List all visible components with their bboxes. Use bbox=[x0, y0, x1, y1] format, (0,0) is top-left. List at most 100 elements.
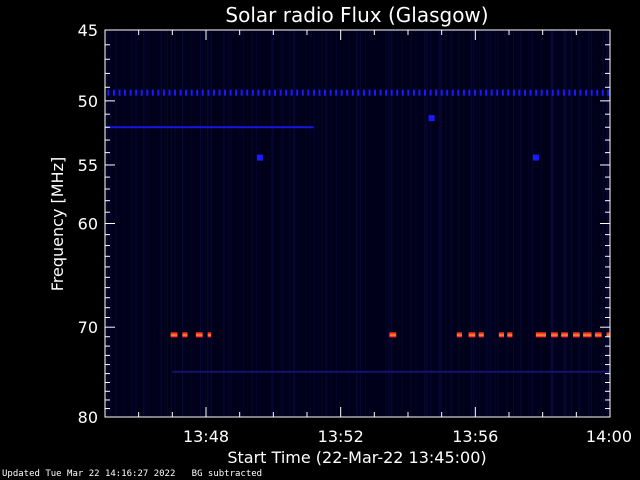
y-axis: 45 50 55 60 70 80 bbox=[78, 21, 610, 427]
dotted-band-mark bbox=[201, 89, 204, 96]
dotted-band-mark bbox=[579, 89, 582, 96]
noise-streak bbox=[135, 30, 137, 417]
dotted-band-mark bbox=[585, 89, 588, 96]
burst-core bbox=[507, 334, 513, 336]
noise-streak bbox=[470, 30, 472, 417]
blob-mark bbox=[532, 154, 539, 161]
noise-streak bbox=[568, 30, 570, 417]
noise-streak bbox=[512, 30, 514, 417]
noise-streak bbox=[272, 30, 273, 417]
dotted-band-mark bbox=[412, 89, 415, 96]
dotted-band-mark bbox=[457, 89, 460, 96]
noise-streak bbox=[223, 30, 225, 417]
dotted-band-mark bbox=[446, 89, 449, 96]
noise-streak bbox=[551, 30, 552, 417]
y-tick-label: 70 bbox=[78, 318, 98, 337]
noise-streak bbox=[562, 30, 564, 417]
noise-streak bbox=[272, 30, 274, 417]
noise-streak bbox=[167, 30, 168, 417]
dotted-band-mark bbox=[535, 89, 538, 96]
noise-streak bbox=[484, 30, 486, 417]
noise-streak bbox=[134, 30, 136, 417]
dotted-band-mark bbox=[490, 89, 493, 96]
dotted-band-mark bbox=[190, 89, 193, 96]
burst-core bbox=[195, 334, 203, 336]
y-axis-label: Frequency [MHz] bbox=[48, 157, 67, 291]
dotted-band-mark bbox=[257, 89, 260, 96]
dotted-band-mark bbox=[324, 89, 326, 96]
burst-core bbox=[498, 334, 504, 336]
noise-streak bbox=[391, 30, 393, 417]
dotted-band-mark bbox=[118, 89, 121, 96]
dotted-band-mark bbox=[551, 89, 554, 96]
noise-streak bbox=[123, 30, 125, 417]
dotted-band-mark bbox=[351, 89, 354, 96]
dotted-band-mark bbox=[474, 89, 476, 96]
noise-streak bbox=[144, 30, 146, 417]
dotted-band-mark bbox=[546, 89, 549, 96]
chart-title: Solar radio Flux (Glasgow) bbox=[225, 3, 488, 27]
noise-streak bbox=[210, 30, 212, 417]
noise-streak bbox=[348, 30, 350, 417]
noise-streak bbox=[115, 30, 117, 417]
noise-streak bbox=[255, 30, 257, 417]
dotted-band-mark bbox=[346, 89, 349, 96]
noise-streak bbox=[385, 30, 387, 417]
noise-streak bbox=[588, 30, 590, 417]
dotted-band-mark bbox=[407, 89, 410, 96]
noise-streak bbox=[552, 30, 553, 417]
dotted-band-mark bbox=[124, 89, 126, 96]
noise-streak bbox=[202, 30, 203, 417]
noise-streak bbox=[145, 30, 147, 417]
dotted-band-mark bbox=[151, 89, 154, 96]
dotted-band-mark bbox=[312, 89, 315, 96]
noise-streak bbox=[471, 30, 473, 417]
x-tick-label: 13:48 bbox=[183, 427, 229, 446]
y-tick-label: 50 bbox=[78, 92, 98, 111]
noise-streak bbox=[564, 30, 565, 417]
noise-streak bbox=[239, 30, 241, 417]
noise-streak bbox=[430, 30, 432, 417]
noise-streak bbox=[487, 30, 489, 417]
noise-streak bbox=[160, 30, 162, 417]
noise-streak bbox=[457, 30, 459, 417]
noise-streak bbox=[280, 30, 282, 417]
burst-core bbox=[478, 334, 484, 336]
x-tick-label: 14:00 bbox=[586, 427, 632, 446]
dotted-band-mark bbox=[196, 89, 199, 96]
burst-core bbox=[583, 334, 592, 336]
noise-streak bbox=[430, 30, 432, 417]
dotted-band-mark bbox=[401, 89, 404, 96]
dotted-band-mark bbox=[429, 89, 432, 96]
dotted-band-mark bbox=[601, 89, 604, 96]
line-band bbox=[105, 126, 314, 129]
dotted-band-mark bbox=[557, 89, 560, 96]
noise-streak bbox=[520, 30, 522, 417]
noise-streak bbox=[497, 30, 499, 417]
dotted-band-mark bbox=[218, 89, 221, 96]
noise-streak bbox=[565, 30, 567, 417]
dotted-band-mark bbox=[524, 89, 526, 96]
dotted-band-mark bbox=[212, 89, 215, 96]
noise-streak bbox=[325, 30, 327, 417]
noise-streak bbox=[440, 30, 442, 417]
noise-streak bbox=[452, 30, 454, 417]
dotted-band-mark bbox=[379, 89, 382, 96]
noise-streak bbox=[531, 30, 533, 417]
noise-streak bbox=[450, 30, 452, 417]
y-tick-label: 80 bbox=[78, 408, 98, 427]
burst-core bbox=[468, 334, 476, 336]
dotted-band-mark bbox=[390, 89, 393, 96]
dotted-band-mark bbox=[262, 89, 265, 96]
dotted-band-mark bbox=[179, 89, 182, 96]
dotted-band-mark bbox=[479, 89, 482, 96]
dotted-band-mark bbox=[274, 89, 276, 96]
dotted-band-mark bbox=[529, 89, 532, 96]
dotted-band-mark bbox=[168, 89, 171, 96]
dotted-band-mark bbox=[435, 89, 438, 96]
noise-streak bbox=[571, 30, 573, 417]
noise-streak bbox=[550, 30, 552, 417]
noise-streak bbox=[494, 30, 496, 417]
noise-streak bbox=[205, 30, 207, 417]
footer-status: Updated Tue Mar 22 14:16:27 2022 BG subt… bbox=[2, 469, 262, 479]
